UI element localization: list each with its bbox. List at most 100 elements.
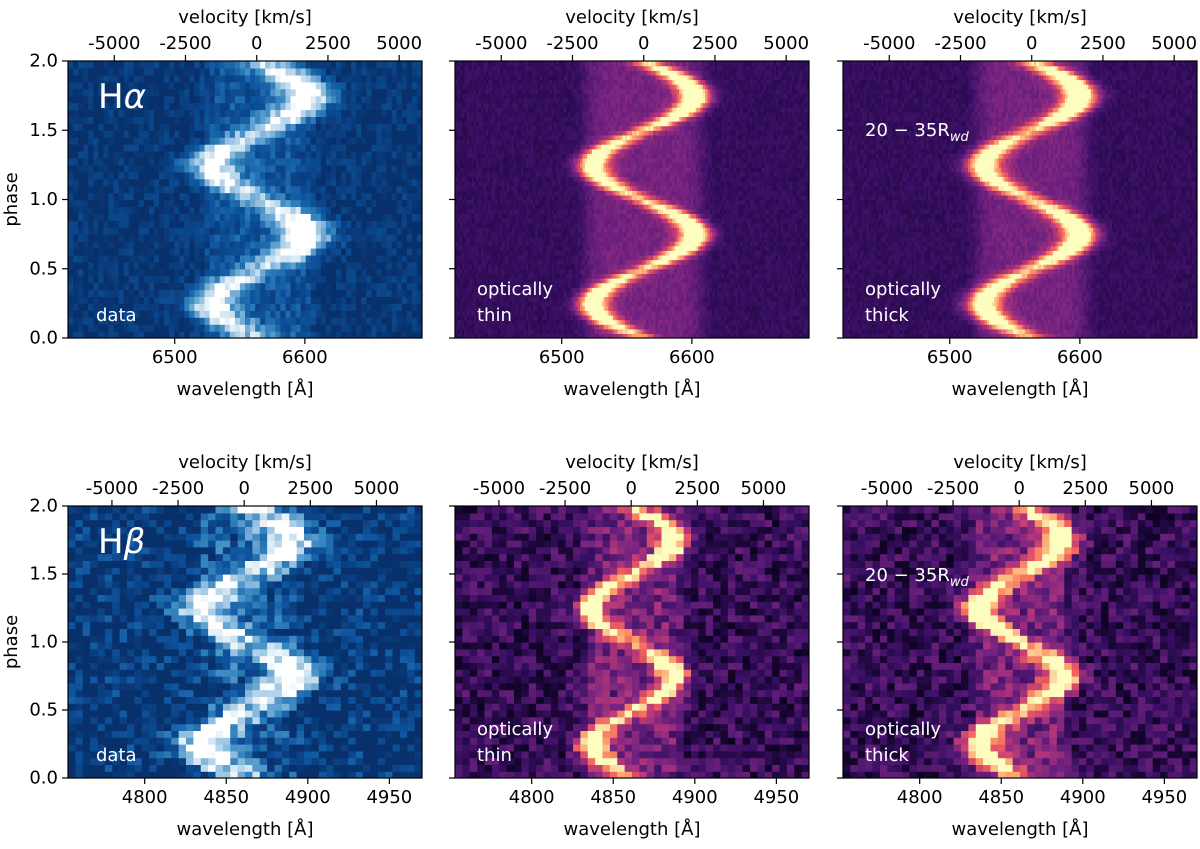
- heatmap-cell: [153, 157, 160, 166]
- heatmap-cell: [693, 319, 697, 325]
- heatmap-cell: [738, 282, 742, 288]
- heatmap-cell: [174, 213, 180, 221]
- heatmap-cell: [320, 289, 327, 298]
- heatmap-cell: [275, 171, 281, 180]
- heatmap-cell: [356, 331, 362, 338]
- heatmap-cell: [712, 333, 716, 338]
- velocity-tick-label: -2500: [159, 33, 211, 54]
- heatmap-cell: [290, 324, 297, 332]
- heatmap-cell: [128, 81, 135, 90]
- heatmap-cell: [565, 324, 569, 330]
- heatmap-cell: [209, 109, 216, 117]
- heatmap-cell: [514, 273, 517, 279]
- heatmap-cell: [128, 268, 135, 277]
- heatmap-cell: [103, 206, 110, 214]
- heatmap-cell: [738, 273, 742, 279]
- heatmap-cell: [361, 206, 367, 214]
- heatmap-cell: [143, 88, 150, 97]
- heatmap-cell: [476, 273, 480, 279]
- heatmap-cell: [336, 254, 342, 263]
- heatmap-cell: [103, 178, 110, 187]
- heatmap-cell: [148, 303, 155, 311]
- heatmap-cell: [108, 109, 115, 117]
- heatmap-cell: [411, 331, 418, 338]
- heatmap-cell: [480, 287, 484, 293]
- heatmap-cell: [78, 157, 84, 166]
- heatmap-cell: [391, 234, 398, 242]
- heatmap-cell: [305, 254, 312, 263]
- heatmap-cell: [681, 314, 685, 321]
- heatmap-cell: [366, 254, 373, 263]
- heatmap-cell: [624, 324, 628, 330]
- heatmap-cell: [356, 261, 362, 270]
- heatmap-cell: [639, 310, 643, 316]
- heatmap-cell: [280, 164, 287, 173]
- heatmap-cell: [305, 95, 312, 104]
- heatmap-cell: [620, 301, 624, 307]
- heatmap-cell: [511, 268, 515, 274]
- heatmap-cell: [636, 287, 640, 293]
- heatmap-cell: [411, 310, 418, 318]
- heatmap-cell: [224, 206, 231, 214]
- heatmap-cell: [794, 277, 798, 284]
- heatmap-cell: [310, 151, 317, 159]
- heatmap-cell: [700, 333, 704, 338]
- heatmap-cell: [346, 130, 352, 138]
- heatmap-cell: [554, 319, 558, 325]
- heatmap-cell: [320, 144, 327, 152]
- heatmap-cell: [239, 234, 246, 242]
- heatmap-cell: [719, 287, 723, 293]
- heatmap-cell: [401, 157, 408, 166]
- heatmap-cell: [406, 206, 413, 214]
- heatmap-cell: [386, 164, 393, 173]
- heatmap-cell: [457, 328, 461, 334]
- heatmap-cell: [234, 234, 241, 242]
- heatmap-cell: [305, 151, 312, 159]
- heatmap-cell: [376, 206, 383, 214]
- heatmap-cell: [320, 261, 327, 270]
- heatmap-cell: [775, 324, 779, 330]
- heatmap-cell: [738, 324, 742, 330]
- heatmap-cell: [396, 317, 403, 325]
- heatmap-cell: [88, 130, 94, 138]
- heatmap-cell: [300, 123, 307, 131]
- heatmap-cell: [584, 301, 588, 307]
- heatmap-cell: [406, 130, 413, 138]
- heatmap-cell: [118, 178, 125, 187]
- heatmap-cell: [280, 67, 287, 76]
- heatmap-cell: [778, 305, 782, 311]
- heatmap-cell: [68, 261, 74, 270]
- heatmap-cell: [98, 102, 104, 111]
- heatmap-cell: [305, 317, 312, 325]
- heatmap-cell: [573, 310, 576, 316]
- heatmap-cell: [351, 213, 357, 221]
- heatmap-cell: [169, 144, 175, 152]
- heatmap-cell: [544, 310, 548, 316]
- heatmap-cell: [224, 74, 231, 83]
- heatmap-cell: [502, 273, 506, 279]
- heatmap-cell: [366, 303, 373, 311]
- heatmap-cell: [83, 81, 89, 90]
- heatmap-cell: [300, 268, 307, 277]
- heatmap-cell: [229, 137, 236, 145]
- heatmap-cell: [655, 277, 659, 284]
- heatmap-cell: [580, 282, 584, 288]
- heatmap-cell: [724, 310, 727, 316]
- heatmap-cell: [366, 137, 373, 145]
- heatmap-cell: [603, 268, 607, 274]
- heatmap-cell: [662, 319, 666, 325]
- heatmap-cell: [330, 171, 337, 180]
- heatmap-cell: [194, 137, 201, 145]
- heatmap-cell: [239, 74, 246, 83]
- heatmap-cell: [138, 241, 145, 249]
- heatmap-cell: [556, 291, 560, 298]
- heatmap-cell: [790, 301, 794, 307]
- heatmap-cell: [153, 171, 160, 180]
- heatmap-cell: [153, 67, 160, 76]
- heatmap-cell: [356, 130, 362, 138]
- heatmap-cell: [499, 324, 503, 330]
- heatmap-cell: [108, 227, 115, 235]
- heatmap-cell: [693, 277, 697, 284]
- heatmap-cell: [164, 192, 170, 201]
- heatmap-cell: [672, 273, 676, 279]
